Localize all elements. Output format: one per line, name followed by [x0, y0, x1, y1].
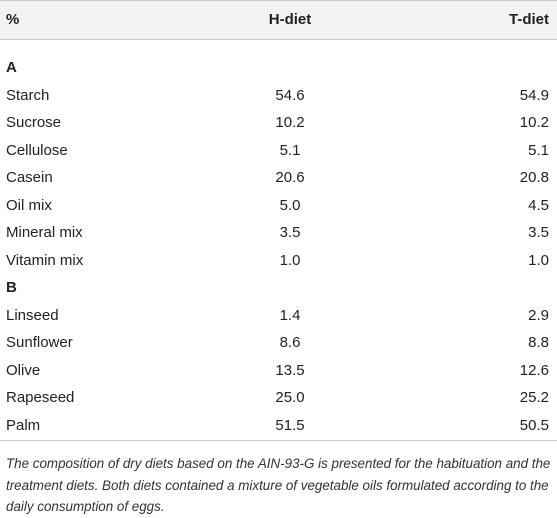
value-cell: 1.0	[528, 251, 549, 269]
row-label: Olive	[6, 361, 41, 379]
row-label: Oil mix	[6, 196, 52, 214]
value-cell: 5.1	[528, 141, 549, 159]
value-cell: 8.6	[279, 334, 301, 351]
value-cell: 10.2	[519, 114, 549, 131]
value-cell: 25.0	[275, 389, 305, 406]
row-label: Starch	[6, 86, 50, 104]
row-label: Sucrose	[6, 114, 62, 131]
header-cell: H-diet	[268, 11, 312, 28]
table-caption: The composition of dry diets based on th…	[6, 456, 551, 514]
value-cell: 5.1	[279, 141, 301, 159]
value-cell: 20.8	[519, 169, 549, 186]
row-label: Vitamin mix	[6, 251, 84, 269]
value-cell: 1.4	[279, 306, 301, 324]
value-cell: 3.5	[279, 224, 301, 241]
section-label: B	[6, 279, 17, 296]
row-label: Rapeseed	[6, 389, 75, 406]
value-cell: 13.5	[275, 361, 305, 379]
row-label: Sunflower	[6, 334, 73, 351]
row-label: Linseed	[6, 306, 59, 324]
value-cell: 4.5	[528, 196, 549, 214]
value-cell: 12.6	[519, 361, 549, 379]
row-label: Casein	[6, 169, 53, 186]
row-label: Mineral mix	[6, 224, 83, 241]
header-cell: %	[6, 11, 20, 28]
value-cell: 8.8	[528, 334, 549, 351]
table-body: A Starch 54.6 54.9 Sucrose 10.2 10.2 Cellulose 5…	[0, 40, 557, 441]
value-cell: 3.5	[528, 224, 549, 241]
value-cell: 54.9	[519, 86, 549, 104]
header-cell: T-diet	[509, 11, 549, 28]
section-label: A	[6, 59, 17, 76]
table-header: % H-diet T-diet	[0, 0, 557, 40]
value-cell: 1.0	[279, 251, 301, 269]
value-cell: 10.2	[275, 114, 305, 131]
value-cell: 5.0	[279, 196, 301, 214]
value-cell: 50.5	[519, 416, 549, 434]
value-cell: 2.9	[528, 306, 549, 324]
value-cell: 25.2	[519, 389, 549, 406]
value-cell: 51.5	[275, 416, 305, 434]
row-label: Palm	[6, 416, 41, 434]
value-cell: 20.6	[275, 169, 305, 186]
row-label: Cellulose	[6, 141, 68, 159]
value-cell: 54.6	[275, 86, 305, 104]
